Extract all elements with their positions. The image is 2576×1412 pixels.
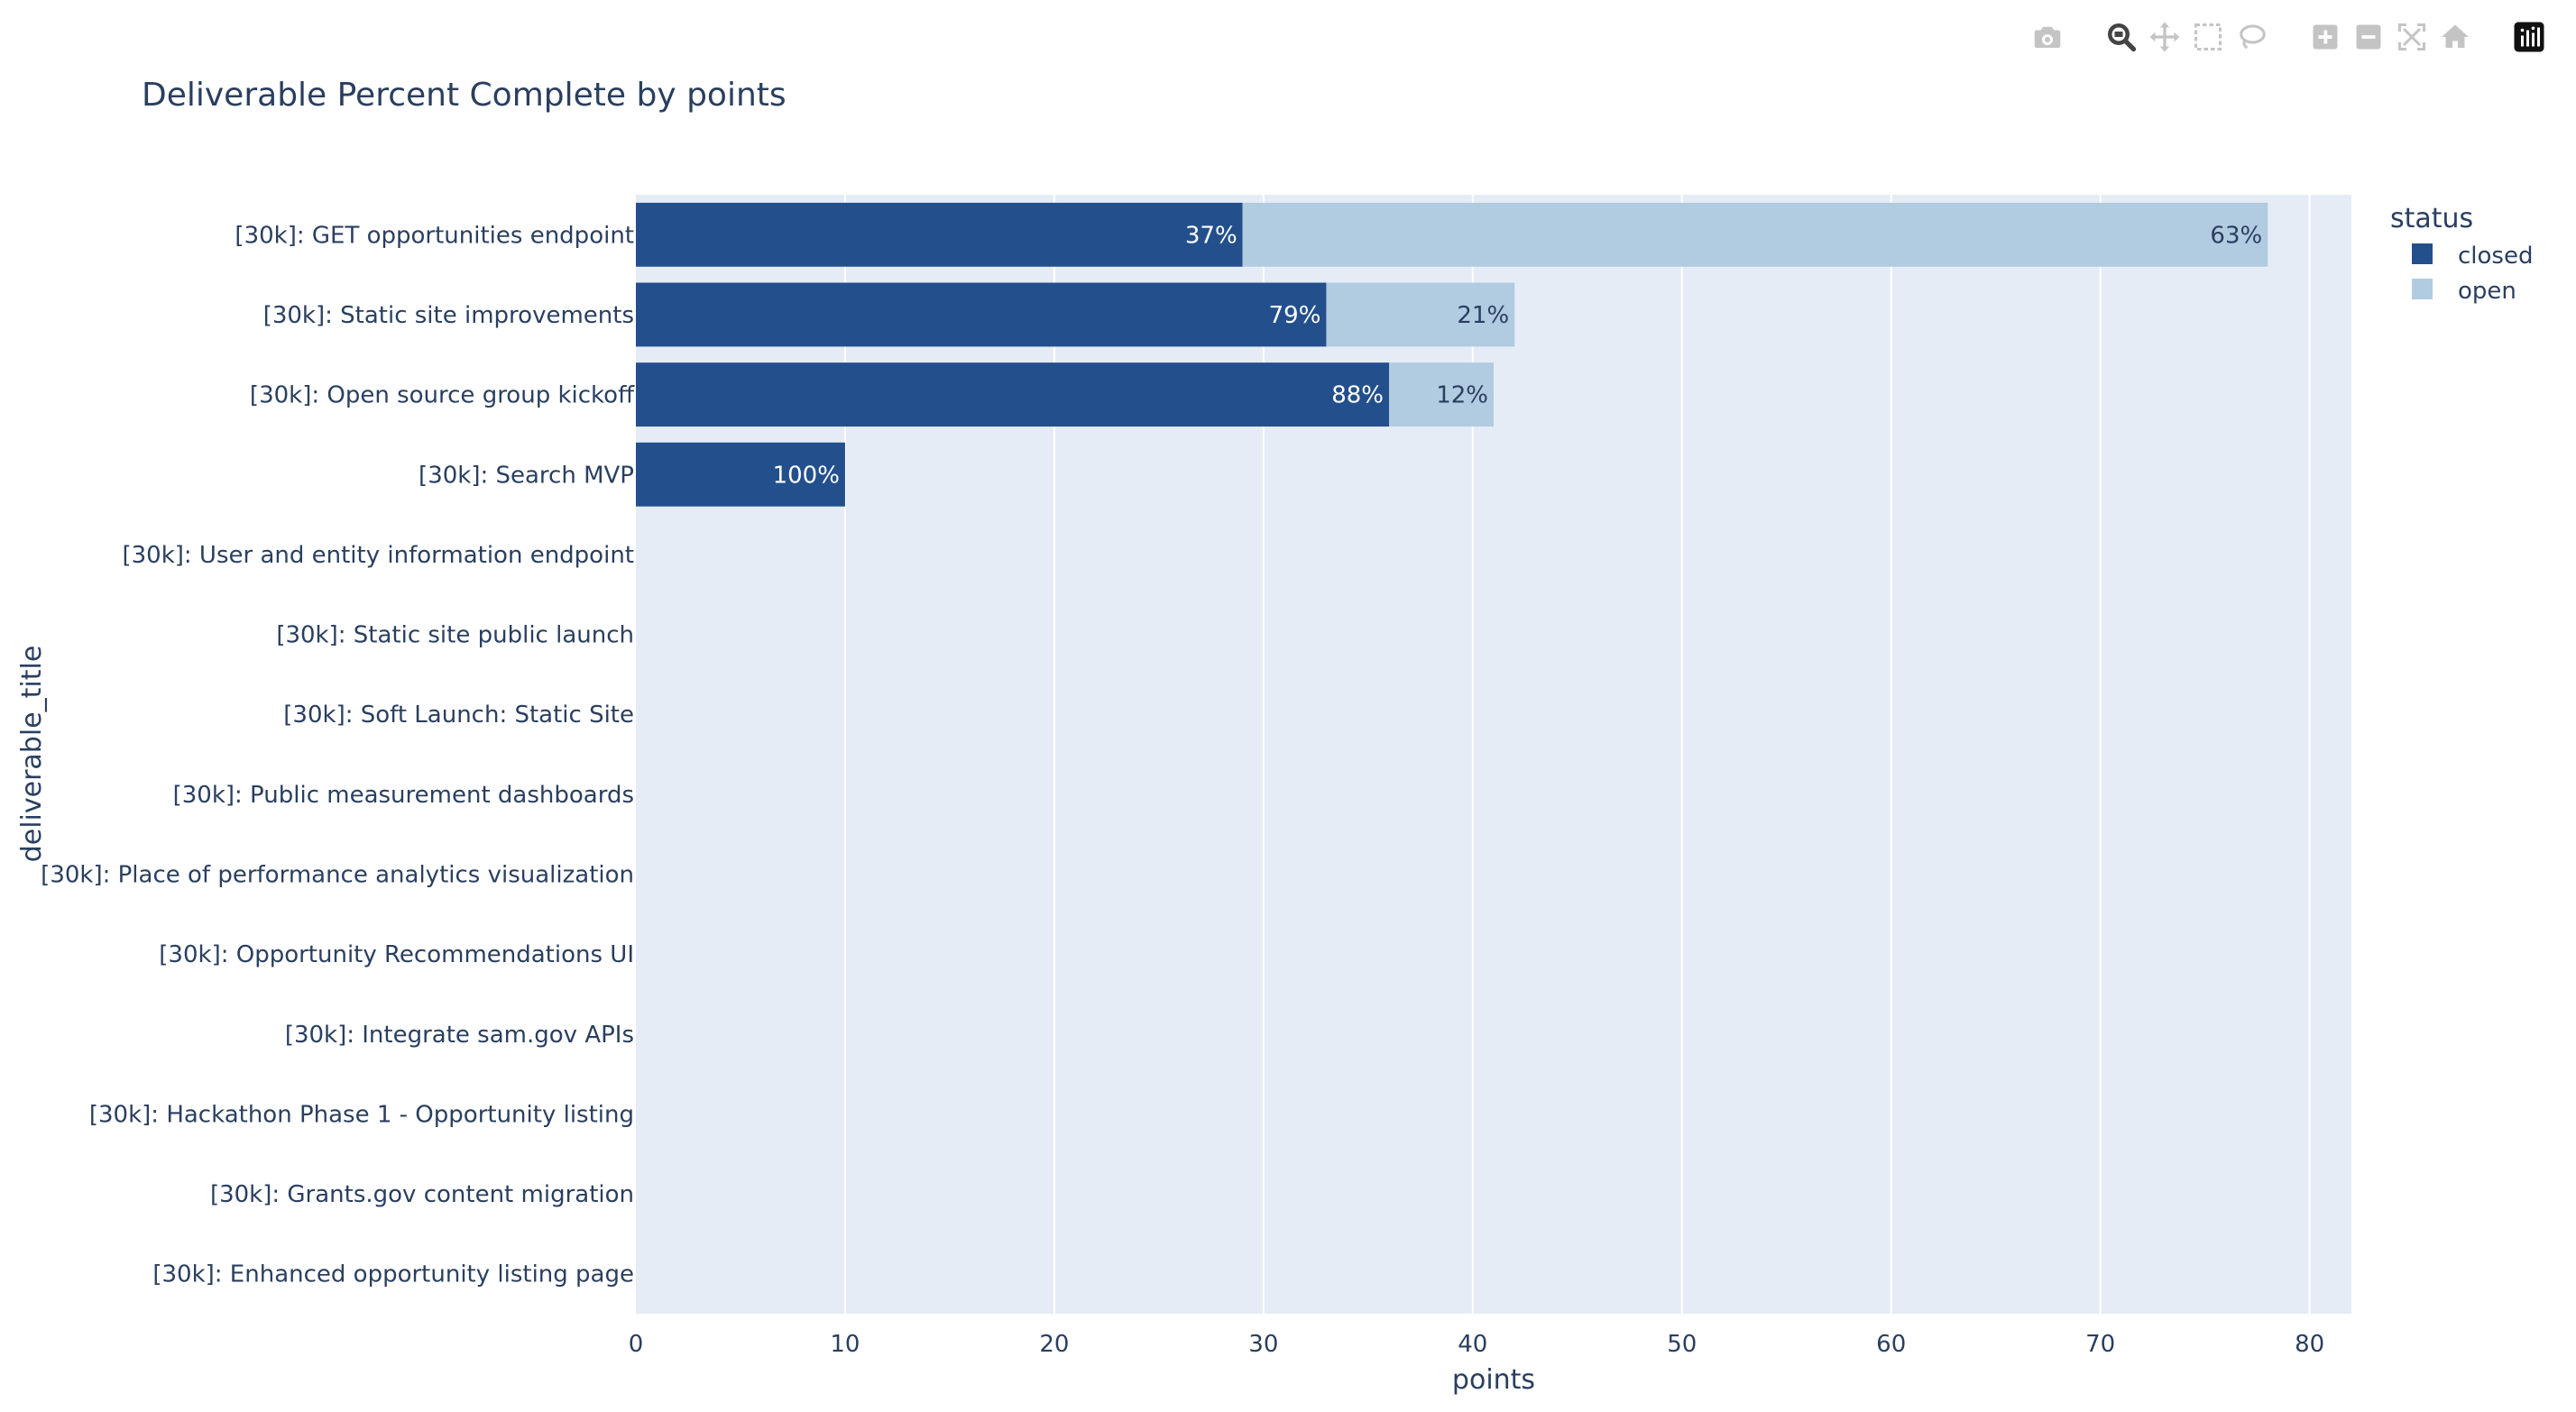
- legend: status closed open: [2390, 203, 2533, 305]
- reset-axes-button[interactable]: [2433, 18, 2477, 56]
- zoom-in-button[interactable]: [2304, 18, 2347, 56]
- bar-label-open: 63%: [2210, 222, 2262, 249]
- bar-open[interactable]: [1326, 282, 1515, 347]
- y-tick-label: [30k]: Public measurement dashboards: [173, 782, 634, 809]
- x-tick-label: 50: [1667, 1331, 1697, 1358]
- pan-button[interactable]: [2143, 18, 2186, 56]
- x-tick-label: 40: [1458, 1331, 1487, 1358]
- bar-label-closed: 88%: [1331, 382, 1384, 409]
- x-tick-label: 20: [1039, 1331, 1069, 1358]
- modebar: [1995, 18, 2551, 56]
- minus-square-icon: [2356, 24, 2381, 50]
- x-axis-title: points: [1452, 1364, 1535, 1396]
- x-tick-label: 60: [1876, 1331, 1906, 1358]
- home-icon: [2442, 24, 2469, 48]
- bar-open[interactable]: [1242, 202, 2268, 267]
- autoscale-icon: [2398, 23, 2425, 50]
- bar-label-closed: 79%: [1269, 302, 1321, 329]
- bar-label-open: 21%: [1457, 302, 1509, 329]
- legend-item-closed[interactable]: closed: [2412, 243, 2533, 270]
- modebar-group-zoom: [2304, 18, 2477, 56]
- y-tick-label: [30k]: Grants.gov content migration: [210, 1181, 634, 1208]
- zoom-out-button[interactable]: [2347, 18, 2390, 56]
- box-select-icon: [2194, 23, 2222, 50]
- bar-closed[interactable]: [636, 282, 1327, 347]
- y-tick-label: [30k]: Soft Launch: Static Site: [283, 701, 634, 729]
- legend-label-open: open: [2458, 278, 2516, 305]
- box-select-button[interactable]: [2186, 18, 2230, 56]
- legend-swatch-open: [2412, 279, 2433, 299]
- y-tick-label: [30k]: Open source group kickoff: [250, 382, 635, 409]
- legend-label-closed: closed: [2458, 243, 2533, 270]
- y-axis-title: deliverable_title: [16, 646, 48, 863]
- y-tick-label: [30k]: Place of performance analytics vi…: [41, 861, 634, 888]
- x-tick-label: 80: [2295, 1331, 2324, 1358]
- lasso-icon: [2240, 24, 2266, 50]
- y-tick-labels: [30k]: GET opportunities endpoint [30k]: …: [41, 222, 635, 1288]
- bar-open[interactable]: [1389, 362, 1494, 427]
- zoom-icon: [2108, 23, 2137, 52]
- bar-closed[interactable]: [636, 442, 845, 507]
- plotly-logo-icon: [2514, 22, 2544, 52]
- legend-item-open[interactable]: open: [2412, 278, 2516, 305]
- legend-swatch-closed: [2412, 243, 2433, 264]
- bar-closed[interactable]: [636, 202, 1243, 267]
- plus-square-icon: [2313, 24, 2338, 50]
- download-plot-button[interactable]: [2026, 18, 2069, 56]
- plotly-logo-link[interactable]: [2507, 18, 2551, 56]
- bar-labels: 37% 79% 88% 100% 63% 21% 12%: [773, 222, 2263, 489]
- y-tick-label: [30k]: User and entity information endpo…: [122, 542, 634, 569]
- bar-closed[interactable]: [636, 362, 1390, 427]
- y-tick-label: [30k]: Static site improvements: [263, 302, 634, 329]
- autoscale-button[interactable]: [2390, 18, 2433, 56]
- y-tick-label: [30k]: Integrate sam.gov APIs: [285, 1022, 634, 1049]
- pan-icon: [2149, 22, 2180, 52]
- x-tick-label: 0: [629, 1331, 644, 1358]
- x-tick-labels: 0 10 20 30 40 50 60 70 80: [629, 1331, 2324, 1358]
- x-tick-label: 10: [830, 1331, 860, 1358]
- legend-title: status: [2390, 203, 2473, 234]
- bar-label-open: 12%: [1436, 382, 1488, 409]
- y-tick-label: [30k]: Static site public launch: [276, 622, 634, 649]
- camera-icon: [2034, 26, 2061, 48]
- y-tick-label: [30k]: Hackathon Phase 1 - Opportunity l…: [89, 1101, 634, 1128]
- modebar-group-drag: [2100, 18, 2273, 56]
- y-tick-label: [30k]: Enhanced opportunity listing page: [152, 1261, 634, 1288]
- bar-label-closed: 37%: [1185, 222, 1237, 249]
- lasso-select-button[interactable]: [2230, 18, 2273, 56]
- zoom-button[interactable]: [2100, 18, 2143, 56]
- y-tick-label: [30k]: Search MVP: [419, 462, 634, 489]
- modebar-group-export: [2026, 18, 2069, 56]
- y-tick-label: [30k]: GET opportunities endpoint: [235, 222, 634, 249]
- x-tick-label: 70: [2085, 1331, 2115, 1358]
- chart-title: Deliverable Percent Complete by points: [142, 77, 787, 114]
- bar-label-closed: 100%: [773, 462, 840, 489]
- modebar-group-logo: [2507, 18, 2551, 56]
- y-tick-label: [30k]: Opportunity Recommendations UI: [159, 941, 634, 968]
- bars: [636, 202, 2268, 507]
- x-tick-label: 30: [1248, 1331, 1278, 1358]
